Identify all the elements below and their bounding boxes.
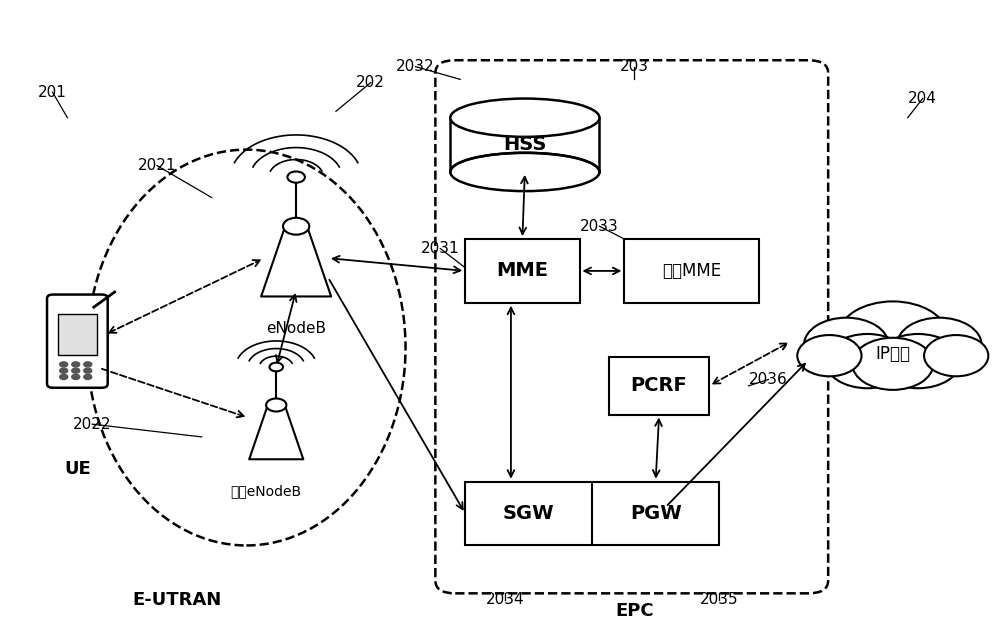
Text: 其它eNodeB: 其它eNodeB bbox=[231, 484, 302, 498]
Circle shape bbox=[84, 362, 92, 367]
Text: HSS: HSS bbox=[503, 135, 547, 155]
Text: 203: 203 bbox=[620, 59, 649, 74]
Circle shape bbox=[84, 368, 92, 374]
Text: 2034: 2034 bbox=[486, 592, 524, 607]
Circle shape bbox=[838, 301, 948, 372]
FancyBboxPatch shape bbox=[58, 314, 97, 355]
Text: E-UTRAN: E-UTRAN bbox=[132, 591, 221, 609]
Text: PGW: PGW bbox=[630, 504, 682, 523]
Circle shape bbox=[60, 374, 68, 379]
Text: 201: 201 bbox=[38, 84, 67, 100]
Polygon shape bbox=[261, 226, 331, 296]
Text: EPC: EPC bbox=[615, 602, 654, 620]
Circle shape bbox=[269, 363, 283, 372]
Circle shape bbox=[84, 374, 92, 379]
Circle shape bbox=[60, 368, 68, 374]
Circle shape bbox=[283, 218, 309, 234]
FancyBboxPatch shape bbox=[450, 118, 599, 172]
Text: eNodeB: eNodeB bbox=[266, 321, 326, 336]
Text: 2022: 2022 bbox=[73, 417, 112, 431]
Ellipse shape bbox=[450, 99, 599, 137]
Circle shape bbox=[72, 362, 80, 367]
Circle shape bbox=[797, 335, 862, 376]
FancyBboxPatch shape bbox=[609, 357, 709, 415]
FancyBboxPatch shape bbox=[465, 482, 719, 545]
Circle shape bbox=[287, 171, 305, 183]
Circle shape bbox=[72, 374, 80, 379]
Circle shape bbox=[852, 337, 933, 390]
FancyBboxPatch shape bbox=[624, 239, 759, 303]
Text: 2032: 2032 bbox=[396, 59, 435, 74]
Ellipse shape bbox=[450, 153, 599, 191]
Text: 2021: 2021 bbox=[138, 158, 176, 173]
Circle shape bbox=[804, 317, 889, 372]
Text: UE: UE bbox=[64, 460, 91, 478]
Circle shape bbox=[897, 317, 982, 372]
Circle shape bbox=[60, 362, 68, 367]
Text: MME: MME bbox=[496, 261, 548, 280]
Text: 2033: 2033 bbox=[580, 219, 619, 234]
Circle shape bbox=[266, 399, 286, 412]
Text: 其它MME: 其它MME bbox=[662, 262, 721, 280]
Text: 2035: 2035 bbox=[699, 592, 738, 607]
Text: IP业务: IP业务 bbox=[875, 345, 910, 363]
Text: 2031: 2031 bbox=[421, 241, 460, 256]
Text: 204: 204 bbox=[908, 91, 937, 106]
Circle shape bbox=[72, 368, 80, 374]
Circle shape bbox=[876, 334, 960, 388]
FancyBboxPatch shape bbox=[47, 294, 108, 388]
Circle shape bbox=[825, 334, 910, 388]
Text: PCRF: PCRF bbox=[631, 376, 687, 395]
Text: 202: 202 bbox=[356, 75, 385, 90]
Text: 2036: 2036 bbox=[749, 372, 788, 387]
Circle shape bbox=[924, 335, 988, 376]
FancyBboxPatch shape bbox=[465, 239, 580, 303]
Polygon shape bbox=[249, 405, 303, 459]
Text: SGW: SGW bbox=[503, 504, 555, 523]
